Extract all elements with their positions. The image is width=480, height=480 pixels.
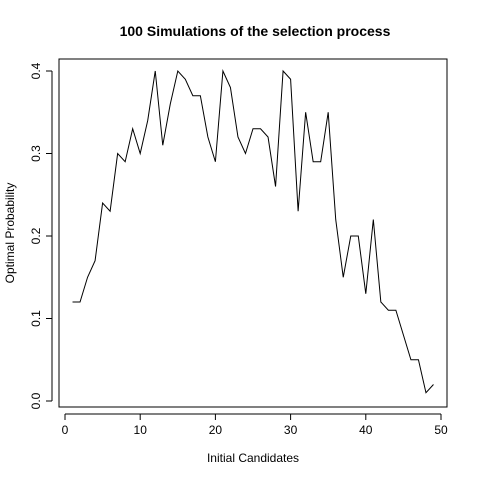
x-tick-label: 20: [209, 423, 223, 437]
x-axis-label: Initial Candidates: [207, 451, 299, 465]
y-tick-label: 0.1: [29, 310, 43, 327]
series-layer: [72, 69, 434, 394]
x-tick-label: 40: [359, 423, 373, 437]
y-axis: 0.0 0.1 0.2 0.3 0.4: [29, 62, 53, 409]
x-axis: 0 10 20 30 40 50: [62, 413, 448, 437]
plot-frame: [58, 58, 448, 408]
y-axis-label: Optimal Probability: [3, 183, 17, 284]
x-tick-label: 0: [62, 423, 69, 437]
y-tick-label: 0.2: [29, 227, 43, 244]
chart-title: 100 Simulations of the selection process: [120, 23, 391, 39]
x-tick-label: 10: [134, 423, 148, 437]
x-tick-label: 50: [434, 423, 448, 437]
y-tick-label: 0.4: [29, 62, 43, 79]
x-tick-label: 30: [284, 423, 298, 437]
y-tick-label: 0.3: [29, 145, 43, 162]
y-tick-label: 0.0: [29, 392, 43, 409]
series-line: [72, 69, 434, 394]
